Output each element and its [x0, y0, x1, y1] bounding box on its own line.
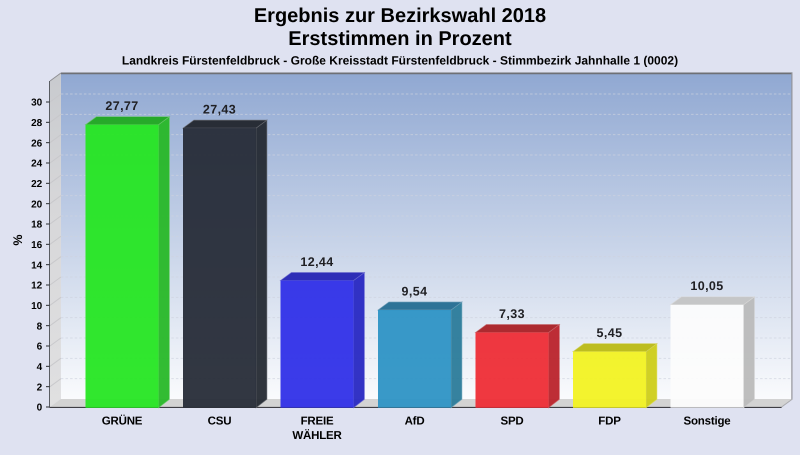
svg-text:4: 4 [37, 362, 43, 373]
svg-text:WÄHLER: WÄHLER [292, 429, 342, 442]
svg-text:2: 2 [37, 382, 43, 393]
svg-text:27,77: 27,77 [105, 99, 138, 113]
svg-text:22: 22 [31, 179, 43, 190]
svg-text:28: 28 [31, 118, 43, 129]
svg-text:CSU: CSU [208, 416, 232, 428]
svg-text:Erststimmen in Prozent: Erststimmen in Prozent [288, 28, 512, 50]
svg-text:10,05: 10,05 [690, 279, 723, 293]
svg-text:14: 14 [31, 260, 43, 271]
svg-text:GRÜNE: GRÜNE [102, 415, 143, 428]
svg-text:12,44: 12,44 [300, 255, 333, 269]
svg-text:24: 24 [31, 159, 43, 170]
svg-text:10: 10 [31, 301, 43, 312]
svg-text:16: 16 [31, 240, 43, 251]
svg-text:FREIE: FREIE [301, 416, 334, 428]
svg-text:5,45: 5,45 [597, 326, 623, 340]
svg-text:Landkreis Fürstenfeldbruck - G: Landkreis Fürstenfeldbruck - Große Kreis… [122, 54, 678, 68]
svg-text:18: 18 [31, 220, 43, 231]
svg-text:9,54: 9,54 [402, 284, 428, 298]
svg-text:26: 26 [31, 138, 43, 149]
svg-text:Sonstige: Sonstige [684, 416, 731, 428]
svg-text:8: 8 [37, 321, 43, 332]
svg-text:FDP: FDP [598, 416, 621, 428]
svg-text:7,33: 7,33 [499, 307, 525, 321]
svg-text:30: 30 [31, 98, 43, 109]
svg-text:6: 6 [37, 342, 43, 353]
svg-text:0: 0 [37, 403, 43, 414]
svg-text:SPD: SPD [500, 416, 523, 428]
svg-text:Ergebnis zur Bezirkswahl 2018: Ergebnis zur Bezirkswahl 2018 [254, 5, 546, 27]
svg-text:%: % [11, 234, 25, 245]
svg-text:12: 12 [31, 281, 43, 292]
svg-text:20: 20 [31, 199, 43, 210]
svg-text:AfD: AfD [405, 416, 425, 428]
svg-text:27,43: 27,43 [203, 103, 236, 117]
